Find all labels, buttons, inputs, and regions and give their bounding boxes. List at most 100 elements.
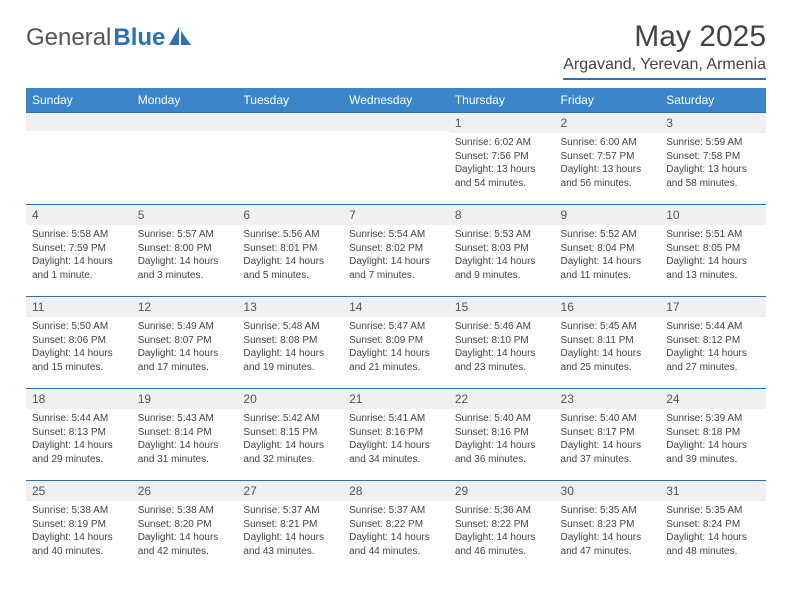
calendar-day-cell: 5Sunrise: 5:57 AMSunset: 8:00 PMDaylight…: [132, 205, 238, 297]
day-number: 14: [343, 297, 449, 317]
daylight-text: Daylight: 14 hours and 25 minutes.: [561, 347, 655, 374]
daylight-text: Daylight: 14 hours and 37 minutes.: [561, 439, 655, 466]
day-details: Sunrise: 5:47 AMSunset: 8:09 PMDaylight:…: [343, 317, 449, 378]
calendar-day-cell: 23Sunrise: 5:40 AMSunset: 8:17 PMDayligh…: [555, 389, 661, 481]
calendar-day-cell: 10Sunrise: 5:51 AMSunset: 8:05 PMDayligh…: [660, 205, 766, 297]
weekday-header: Friday: [555, 88, 661, 113]
day-number: 17: [660, 297, 766, 317]
day-details: Sunrise: 5:53 AMSunset: 8:03 PMDaylight:…: [449, 225, 555, 286]
day-number: 10: [660, 205, 766, 225]
calendar-day-cell: 28Sunrise: 5:37 AMSunset: 8:22 PMDayligh…: [343, 481, 449, 573]
sunset-text: Sunset: 8:05 PM: [666, 242, 760, 256]
day-number: [237, 113, 343, 131]
sail-icon: [169, 27, 191, 45]
daylight-text: Daylight: 13 hours and 58 minutes.: [666, 163, 760, 190]
month-title: May 2025: [563, 20, 766, 54]
calendar-day-cell: 14Sunrise: 5:47 AMSunset: 8:09 PMDayligh…: [343, 297, 449, 389]
calendar-day-cell: 12Sunrise: 5:49 AMSunset: 8:07 PMDayligh…: [132, 297, 238, 389]
sunrise-text: Sunrise: 5:40 AM: [561, 412, 655, 426]
daylight-text: Daylight: 14 hours and 5 minutes.: [243, 255, 337, 282]
sunrise-text: Sunrise: 5:44 AM: [32, 412, 126, 426]
sunrise-text: Sunrise: 5:57 AM: [138, 228, 232, 242]
day-number: 22: [449, 389, 555, 409]
day-details: Sunrise: 5:40 AMSunset: 8:17 PMDaylight:…: [555, 409, 661, 470]
sunset-text: Sunset: 8:23 PM: [561, 518, 655, 532]
header: GeneralBlue May 2025 Argavand, Yerevan, …: [26, 20, 766, 80]
daylight-text: Daylight: 14 hours and 19 minutes.: [243, 347, 337, 374]
daylight-text: Daylight: 14 hours and 34 minutes.: [349, 439, 443, 466]
calendar-day-cell: 29Sunrise: 5:36 AMSunset: 8:22 PMDayligh…: [449, 481, 555, 573]
daylight-text: Daylight: 14 hours and 3 minutes.: [138, 255, 232, 282]
sunrise-text: Sunrise: 6:00 AM: [561, 136, 655, 150]
calendar-day-cell: 26Sunrise: 5:38 AMSunset: 8:20 PMDayligh…: [132, 481, 238, 573]
sunset-text: Sunset: 8:16 PM: [349, 426, 443, 440]
daylight-text: Daylight: 14 hours and 36 minutes.: [455, 439, 549, 466]
day-details: Sunrise: 5:41 AMSunset: 8:16 PMDaylight:…: [343, 409, 449, 470]
day-number: 12: [132, 297, 238, 317]
sunset-text: Sunset: 8:16 PM: [455, 426, 549, 440]
day-details: Sunrise: 5:49 AMSunset: 8:07 PMDaylight:…: [132, 317, 238, 378]
day-number: 13: [237, 297, 343, 317]
calendar-day-cell: 19Sunrise: 5:43 AMSunset: 8:14 PMDayligh…: [132, 389, 238, 481]
calendar-day-cell: 1Sunrise: 6:02 AMSunset: 7:56 PMDaylight…: [449, 113, 555, 205]
calendar-empty-cell: [26, 113, 132, 205]
daylight-text: Daylight: 14 hours and 29 minutes.: [32, 439, 126, 466]
calendar-day-cell: 25Sunrise: 5:38 AMSunset: 8:19 PMDayligh…: [26, 481, 132, 573]
day-number: [26, 113, 132, 131]
day-number: 1: [449, 113, 555, 133]
sunrise-text: Sunrise: 5:43 AM: [138, 412, 232, 426]
weekday-header: Tuesday: [237, 88, 343, 113]
calendar-week-row: 18Sunrise: 5:44 AMSunset: 8:13 PMDayligh…: [26, 389, 766, 481]
calendar-day-cell: 18Sunrise: 5:44 AMSunset: 8:13 PMDayligh…: [26, 389, 132, 481]
day-number: 8: [449, 205, 555, 225]
day-number: 25: [26, 481, 132, 501]
sunset-text: Sunset: 8:11 PM: [561, 334, 655, 348]
sunrise-text: Sunrise: 5:35 AM: [666, 504, 760, 518]
day-number: 16: [555, 297, 661, 317]
sunset-text: Sunset: 8:14 PM: [138, 426, 232, 440]
daylight-text: Daylight: 14 hours and 21 minutes.: [349, 347, 443, 374]
sunrise-text: Sunrise: 5:59 AM: [666, 136, 760, 150]
sunset-text: Sunset: 7:57 PM: [561, 150, 655, 164]
day-number: 9: [555, 205, 661, 225]
location-label: Argavand, Yerevan, Armenia: [563, 56, 766, 80]
sunset-text: Sunset: 8:08 PM: [243, 334, 337, 348]
title-block: May 2025 Argavand, Yerevan, Armenia: [563, 20, 766, 80]
calendar-empty-cell: [237, 113, 343, 205]
calendar-day-cell: 30Sunrise: 5:35 AMSunset: 8:23 PMDayligh…: [555, 481, 661, 573]
calendar-page: GeneralBlue May 2025 Argavand, Yerevan, …: [0, 0, 792, 583]
daylight-text: Daylight: 14 hours and 39 minutes.: [666, 439, 760, 466]
sunset-text: Sunset: 8:00 PM: [138, 242, 232, 256]
sunrise-text: Sunrise: 5:37 AM: [243, 504, 337, 518]
day-details: Sunrise: 5:38 AMSunset: 8:20 PMDaylight:…: [132, 501, 238, 562]
day-number: 19: [132, 389, 238, 409]
calendar-day-cell: 6Sunrise: 5:56 AMSunset: 8:01 PMDaylight…: [237, 205, 343, 297]
sunset-text: Sunset: 7:59 PM: [32, 242, 126, 256]
logo-text-1: General: [26, 24, 111, 52]
daylight-text: Daylight: 14 hours and 9 minutes.: [455, 255, 549, 282]
daylight-text: Daylight: 14 hours and 11 minutes.: [561, 255, 655, 282]
sunset-text: Sunset: 7:56 PM: [455, 150, 549, 164]
sunrise-text: Sunrise: 5:35 AM: [561, 504, 655, 518]
weekday-row: SundayMondayTuesdayWednesdayThursdayFrid…: [26, 88, 766, 113]
sunrise-text: Sunrise: 5:49 AM: [138, 320, 232, 334]
sunrise-text: Sunrise: 6:02 AM: [455, 136, 549, 150]
day-details: Sunrise: 5:35 AMSunset: 8:23 PMDaylight:…: [555, 501, 661, 562]
sunrise-text: Sunrise: 5:38 AM: [138, 504, 232, 518]
sunset-text: Sunset: 8:04 PM: [561, 242, 655, 256]
daylight-text: Daylight: 14 hours and 46 minutes.: [455, 531, 549, 558]
sunset-text: Sunset: 8:10 PM: [455, 334, 549, 348]
calendar-day-cell: 20Sunrise: 5:42 AMSunset: 8:15 PMDayligh…: [237, 389, 343, 481]
daylight-text: Daylight: 14 hours and 32 minutes.: [243, 439, 337, 466]
daylight-text: Daylight: 14 hours and 7 minutes.: [349, 255, 443, 282]
daylight-text: Daylight: 14 hours and 1 minute.: [32, 255, 126, 282]
daylight-text: Daylight: 14 hours and 44 minutes.: [349, 531, 443, 558]
calendar-day-cell: 17Sunrise: 5:44 AMSunset: 8:12 PMDayligh…: [660, 297, 766, 389]
day-details: Sunrise: 5:57 AMSunset: 8:00 PMDaylight:…: [132, 225, 238, 286]
sunrise-text: Sunrise: 5:39 AM: [666, 412, 760, 426]
sunset-text: Sunset: 8:18 PM: [666, 426, 760, 440]
day-number: 20: [237, 389, 343, 409]
calendar-day-cell: 16Sunrise: 5:45 AMSunset: 8:11 PMDayligh…: [555, 297, 661, 389]
weekday-header: Thursday: [449, 88, 555, 113]
calendar-day-cell: 13Sunrise: 5:48 AMSunset: 8:08 PMDayligh…: [237, 297, 343, 389]
